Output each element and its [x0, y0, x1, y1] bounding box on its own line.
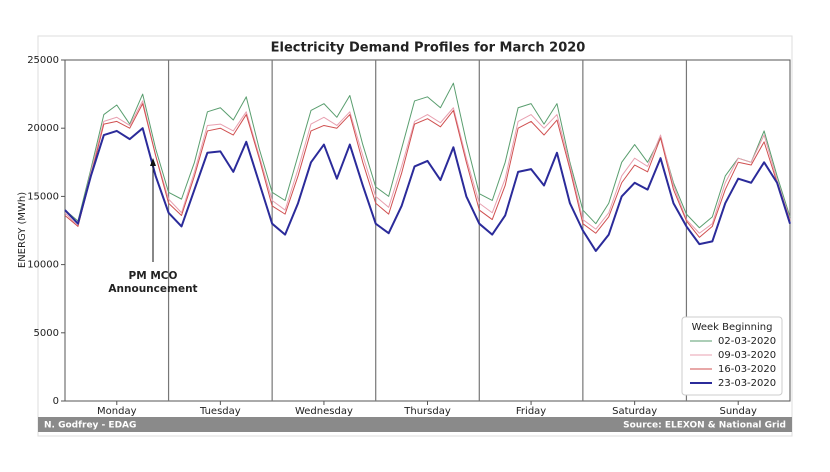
chart-title: Electricity Demand Profiles for March 20…	[271, 41, 586, 56]
annotation: Announcement	[108, 283, 197, 295]
y-tick-label: 0	[53, 396, 59, 407]
y-tick-label: 20000	[27, 123, 59, 134]
plot-background	[64, 59, 791, 402]
legend-label: 02-03-2020	[718, 336, 776, 347]
x-tick-label: Wednesday	[295, 406, 353, 417]
legend-title: Week Beginning	[692, 322, 773, 333]
series-line	[64, 127, 791, 252]
x-tick-label: Thursday	[403, 406, 451, 417]
source: Source: ELEXON & National Grid	[623, 421, 786, 431]
x-tick-label: Sunday	[720, 406, 757, 417]
footer-bar	[38, 417, 792, 432]
x-tick-label: Saturday	[612, 406, 657, 417]
y-tick-label: 10000	[27, 260, 59, 271]
x-tick-label: Friday	[516, 406, 546, 417]
x-tick-label: Monday	[97, 406, 137, 417]
y-tick-label: 25000	[27, 55, 59, 66]
annotation: PM MCO	[129, 270, 178, 282]
y-tick-label: 5000	[34, 328, 59, 339]
y-axis-label: ENERGY (MWh)	[17, 192, 28, 268]
legend-label: 16-03-2020	[718, 364, 776, 375]
legend-label: 23-03-2020	[718, 378, 776, 389]
y-tick-label: 15000	[27, 191, 59, 202]
series-line	[64, 100, 791, 234]
credit: N. Godfrey - EDAG	[44, 421, 136, 431]
series-line	[64, 103, 791, 238]
x-tick-label: Tuesday	[199, 406, 241, 417]
legend-label: 09-03-2020	[718, 350, 776, 361]
plot-area: 0 5000 10000 15000 20000 25000 Monday Tuesday We…	[27, 55, 791, 417]
annotation-arrowhead	[150, 158, 156, 166]
legend-box	[681, 316, 783, 396]
